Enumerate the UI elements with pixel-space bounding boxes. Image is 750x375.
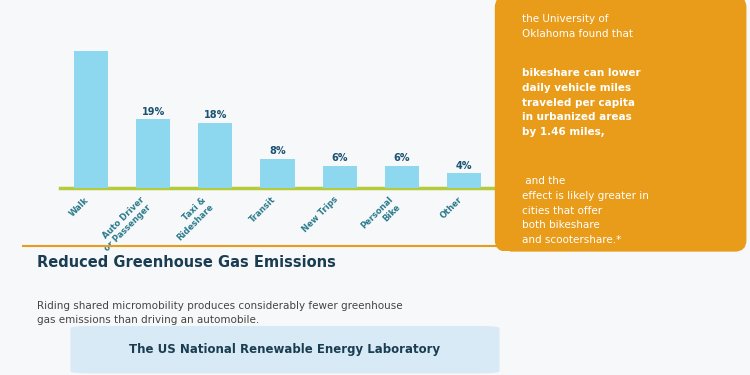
Text: 4%: 4% (456, 160, 472, 171)
Text: 18%: 18% (204, 110, 227, 120)
FancyBboxPatch shape (495, 0, 746, 252)
Text: 19%: 19% (142, 107, 165, 117)
Text: bikeshare can lower
daily vehicle miles
traveled per capita
in urbanized areas
b: bikeshare can lower daily vehicle miles … (522, 68, 641, 137)
Bar (447, 173, 481, 188)
Bar (385, 166, 418, 188)
Bar (74, 51, 108, 188)
Text: and the
effect is likely greater in
cities that offer
both bikeshare
and scooter: and the effect is likely greater in citi… (522, 176, 650, 245)
Text: 8%: 8% (269, 146, 286, 156)
FancyBboxPatch shape (70, 326, 500, 374)
Bar (322, 166, 357, 188)
Text: Riding shared micromobility produces considerably fewer greenhouse
gas emissions: Riding shared micromobility produces con… (37, 301, 403, 325)
Text: 6%: 6% (332, 153, 348, 164)
Bar (260, 159, 295, 188)
Text: Reduced Greenhouse Gas Emissions: Reduced Greenhouse Gas Emissions (37, 255, 336, 270)
Bar (198, 123, 232, 188)
Text: The US National Renewable Energy Laboratory: The US National Renewable Energy Laborat… (130, 343, 440, 356)
Bar (136, 119, 170, 188)
Text: 6%: 6% (394, 153, 410, 164)
Text: the University of
Oklahoma found that: the University of Oklahoma found that (522, 15, 633, 39)
